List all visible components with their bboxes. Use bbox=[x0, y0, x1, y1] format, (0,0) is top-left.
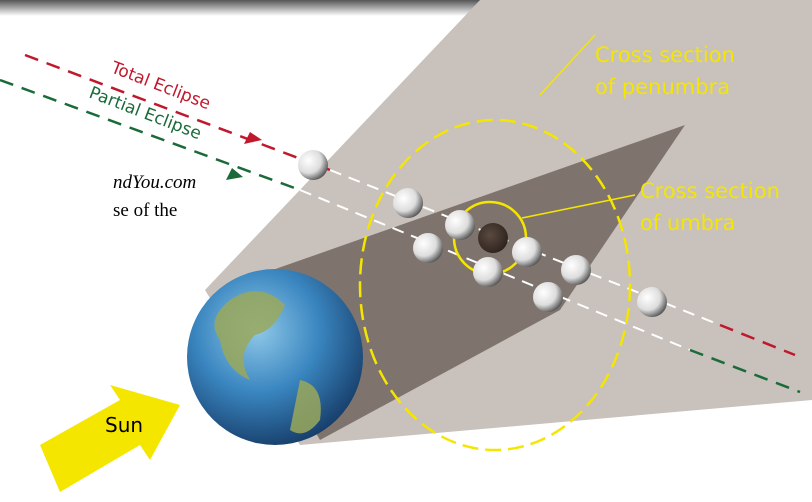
moon bbox=[473, 257, 503, 287]
leader bbox=[539, 34, 596, 96]
sun-arrow bbox=[40, 385, 180, 492]
leader bbox=[521, 194, 636, 219]
total-path bbox=[24, 53, 331, 172]
umbra-label: Cross section bbox=[640, 179, 780, 203]
total-path-end bbox=[719, 323, 796, 357]
arrow bbox=[226, 168, 243, 180]
moon bbox=[393, 188, 423, 218]
moon bbox=[445, 210, 475, 240]
arrow bbox=[244, 132, 262, 144]
moon bbox=[533, 282, 563, 312]
penumbra-circle bbox=[358, 118, 632, 452]
side-text: ndYou.com bbox=[113, 172, 196, 193]
partial-path-end bbox=[689, 348, 801, 394]
moon bbox=[637, 287, 667, 317]
sun-label: Sun bbox=[105, 413, 143, 437]
umbra-label: of umbra bbox=[640, 211, 736, 235]
earth bbox=[187, 269, 363, 445]
partial-path bbox=[0, 78, 301, 192]
continents bbox=[214, 291, 321, 434]
moon bbox=[512, 237, 542, 267]
penumbra-label: Cross section bbox=[595, 43, 735, 67]
penumbra-label: of penumbra bbox=[595, 75, 730, 99]
moon bbox=[413, 233, 443, 263]
moon bbox=[478, 223, 508, 253]
side-text: se of the bbox=[113, 200, 177, 221]
moons bbox=[298, 150, 667, 317]
moon bbox=[298, 150, 328, 180]
moon bbox=[561, 255, 591, 285]
